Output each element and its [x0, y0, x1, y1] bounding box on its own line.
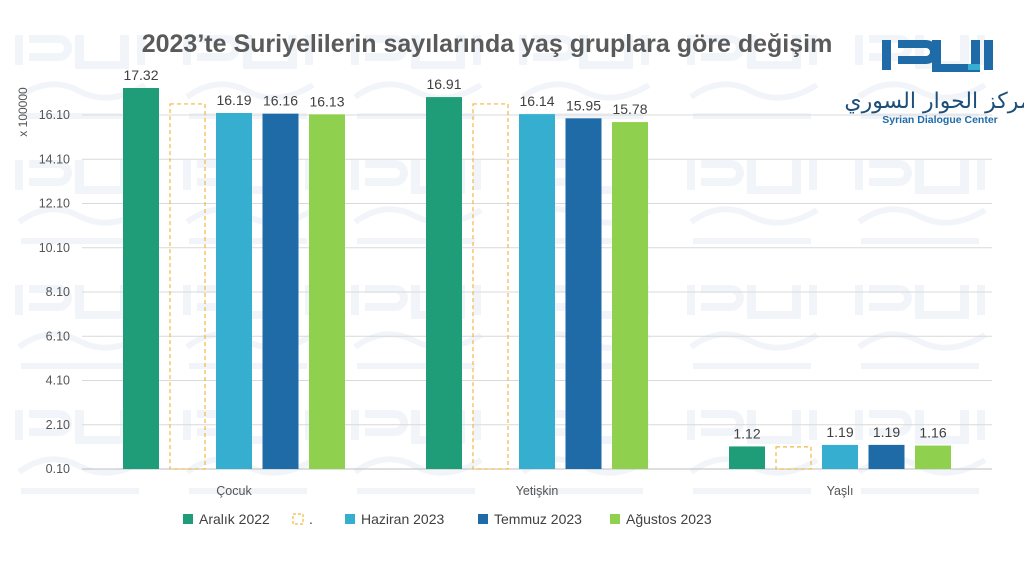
x-category-label: Yaşlı: [827, 484, 854, 498]
bar-placeholder: [472, 103, 509, 470]
data-label: 1.16: [919, 425, 946, 441]
y-tick-label: 14.10: [39, 152, 70, 166]
legend: Aralık 2022. Haziran 2023 Temmuz 2023 Ağust…: [183, 511, 712, 527]
legend-swatch: [183, 514, 193, 524]
y-tick-label: 12.10: [39, 197, 70, 211]
y-axis-ticks: 0.10 2.10 4.10 6.10 8.10 10.10 12.10 14.10 16.10: [39, 108, 70, 476]
data-label: 1.12: [733, 425, 760, 441]
watermark-mark: [855, 35, 987, 119]
y-tick-label: 16.10: [39, 108, 70, 122]
legend-label: Ağustos 2023: [626, 511, 712, 527]
logo-arabic-text: مركز الحوار السوري: [844, 89, 1024, 114]
data-label: 16.16: [263, 93, 298, 109]
bar: [822, 444, 858, 469]
y-tick-label: 10.10: [39, 241, 70, 255]
watermark-mark: [687, 160, 819, 244]
watermark-mark: [855, 285, 987, 369]
watermark-mark: [519, 35, 651, 119]
bar: [262, 113, 299, 470]
logo-mark: [882, 40, 993, 72]
bar: [915, 445, 951, 469]
bar: [868, 444, 905, 469]
watermark-mark: [687, 35, 819, 119]
y-tick-label: 2.10: [46, 418, 70, 432]
data-label: 15.95: [566, 97, 601, 113]
bar: [729, 446, 765, 469]
bar: [123, 88, 159, 469]
data-label: 15.78: [612, 101, 647, 117]
bar-placeholder: [775, 446, 812, 470]
legend-swatch: [610, 514, 620, 524]
bar: [309, 114, 345, 470]
legend-swatch: [478, 514, 488, 524]
data-label: 16.14: [519, 93, 554, 109]
watermark-mark: [855, 160, 987, 244]
logo-latin-text: Syrian Dialogue Center: [882, 114, 998, 126]
bar: [519, 114, 555, 470]
data-label: 17.32: [123, 67, 158, 83]
chart-title: 2023’te Suriyelilerin sayılarında yaş gr…: [142, 30, 833, 58]
legend-label: Temmuz 2023: [494, 511, 582, 527]
x-category-label: Yetişkin: [516, 484, 559, 498]
bar: [216, 113, 252, 469]
legend-label: Aralık 2022: [199, 511, 270, 527]
legend-swatch: [292, 513, 304, 525]
data-labels: 17.32 16.19 16.16 16.13 16.91 16.14 15.95 15.78…: [123, 67, 946, 441]
bar-placeholder: [169, 103, 206, 470]
data-label: 1.19: [873, 424, 900, 440]
y-tick-label: 8.10: [46, 285, 70, 299]
bars: [123, 88, 951, 470]
y-axis-label: x 100000: [16, 87, 30, 137]
x-axis-categories: Çocuk Yetişkin Yaşlı: [216, 484, 853, 498]
bar: [565, 118, 602, 469]
legend-label: .: [309, 511, 313, 527]
logo: مركز الحوار السوري Syrian Dialogue Cente…: [844, 40, 1024, 126]
data-label: 16.19: [216, 92, 251, 108]
bar: [426, 97, 462, 470]
bar: [612, 122, 648, 469]
y-tick-label: 0.10: [46, 462, 70, 476]
y-tick-label: 4.10: [46, 374, 70, 388]
data-label: 1.19: [826, 424, 853, 440]
watermark-mark: [687, 285, 819, 369]
watermark-mark: [351, 35, 483, 119]
data-label: 16.13: [309, 93, 344, 109]
data-label: 16.91: [426, 76, 461, 92]
x-category-label: Çocuk: [216, 484, 252, 498]
legend-swatch: [345, 514, 355, 524]
y-tick-label: 6.10: [46, 329, 70, 343]
legend-label: Haziran 2023: [361, 511, 444, 527]
